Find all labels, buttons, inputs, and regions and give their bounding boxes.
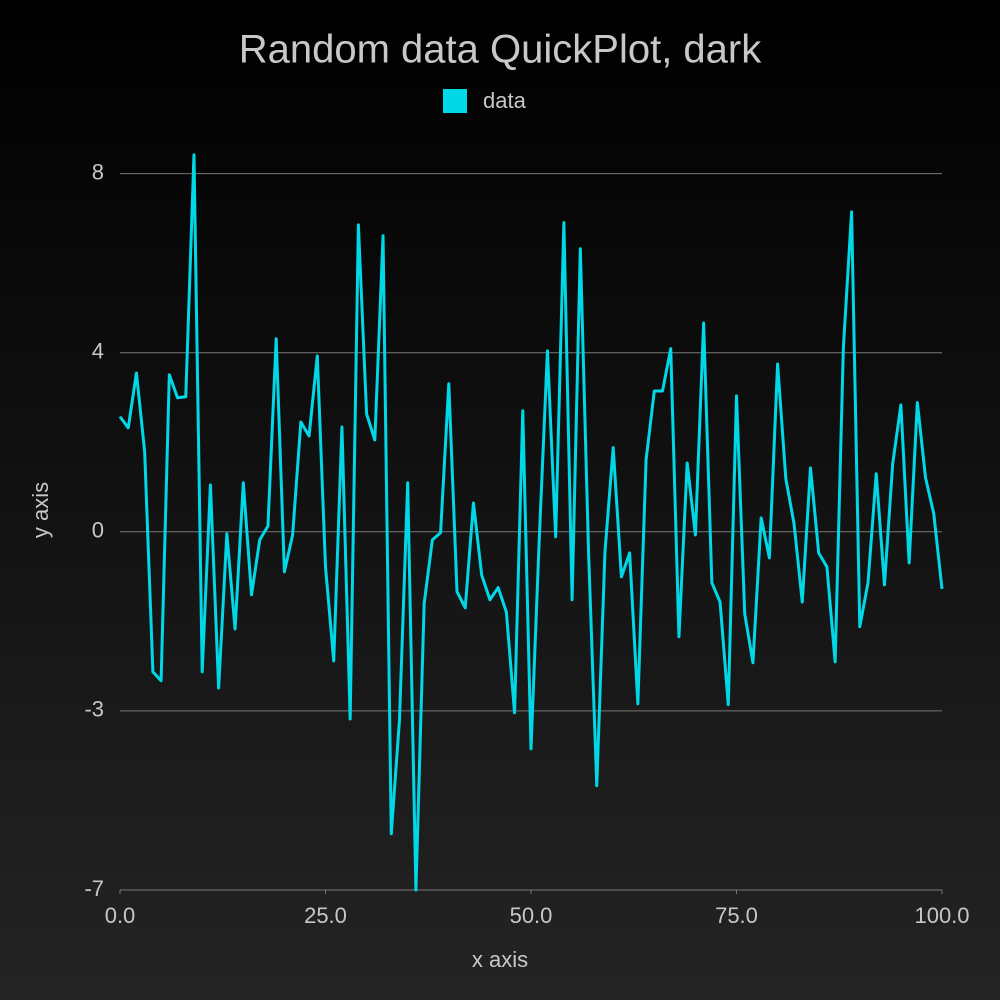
y-tick-label: 4 [92,339,104,364]
x-tick-label: 75.0 [715,903,758,928]
x-tick-label: 100.0 [914,903,969,928]
legend-swatch [443,89,467,113]
y-tick-label: -3 [84,697,104,722]
x-tick-label: 0.0 [105,903,136,928]
x-axis-label: x axis [472,947,528,972]
x-tick-label: 50.0 [510,903,553,928]
y-axis-label: y axis [28,482,53,538]
x-tick-label: 25.0 [304,903,347,928]
data-line [118,153,944,892]
y-tick-label: -7 [84,876,104,901]
chart-title: Random data QuickPlot, dark [239,28,762,72]
legend-label: data [483,88,527,113]
y-tick-label: 8 [92,159,104,184]
y-tick-label: 0 [92,518,104,543]
